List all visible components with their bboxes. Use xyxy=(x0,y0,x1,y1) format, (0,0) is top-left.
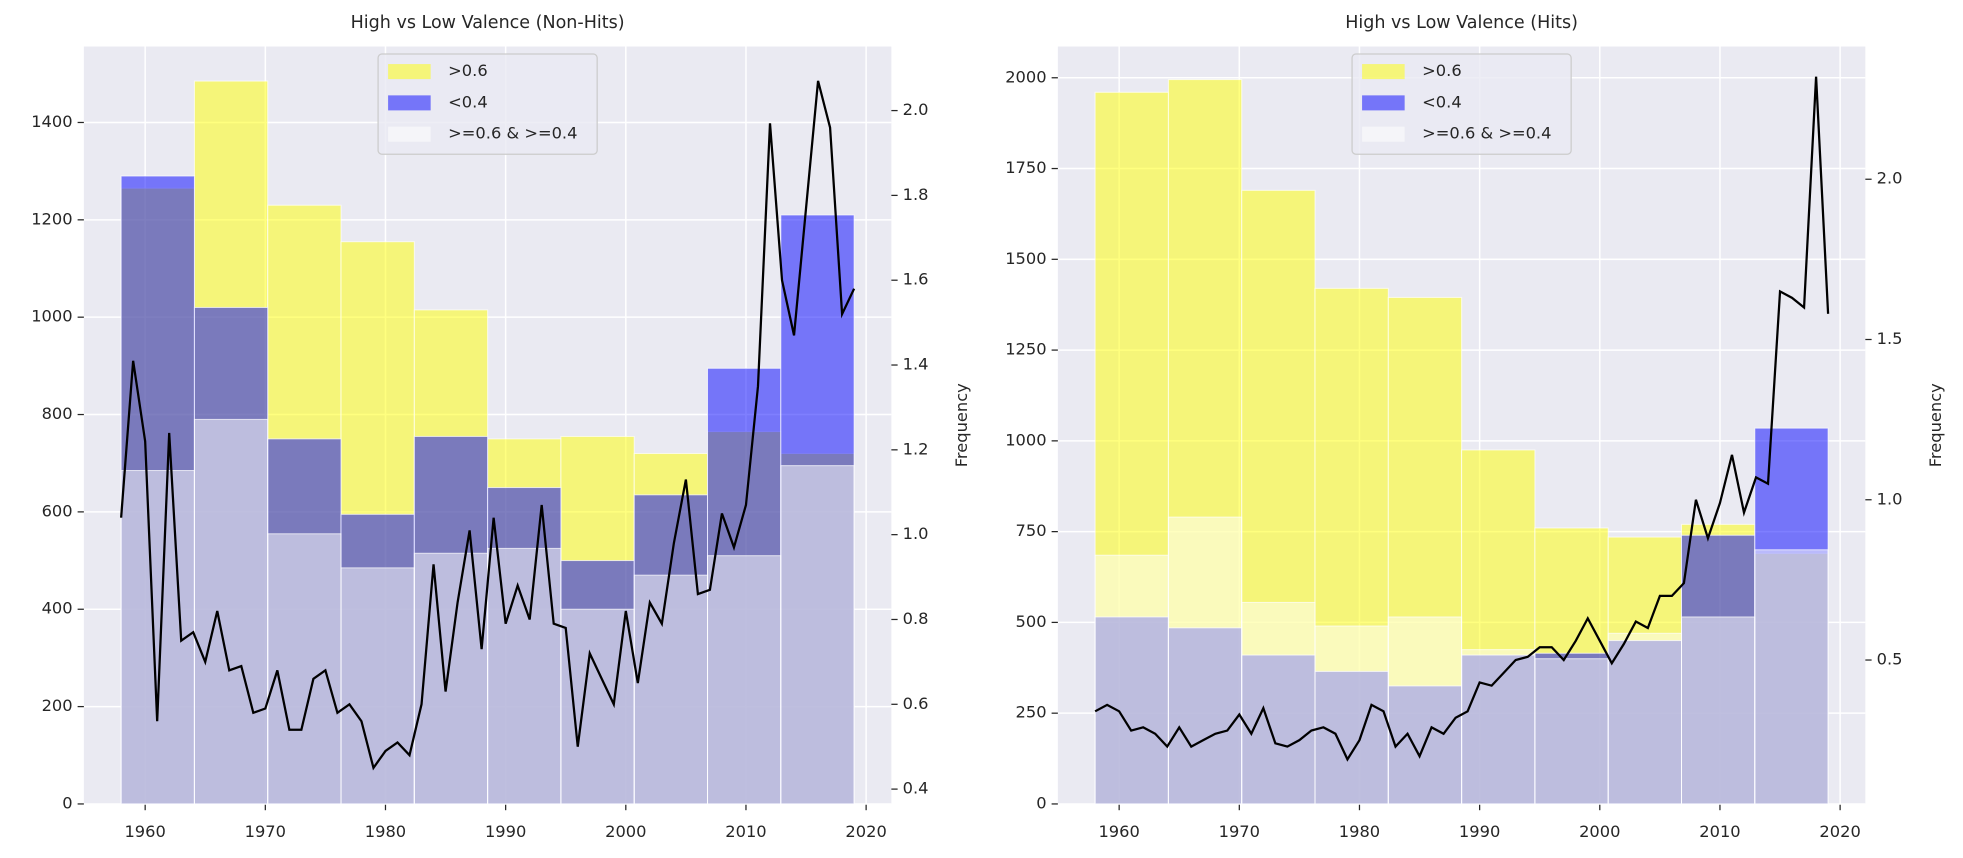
legend-box xyxy=(377,53,598,155)
histogram-bar xyxy=(1754,549,1829,805)
histogram-bar xyxy=(1681,616,1756,805)
y2-tick-label: 0.8 xyxy=(903,609,929,628)
y-tick-label: 1400 xyxy=(31,112,72,131)
x-tick-label: 1970 xyxy=(245,822,286,841)
legend-swatch xyxy=(1362,126,1405,142)
x-tick-label: 2020 xyxy=(1819,822,1860,841)
legend-box xyxy=(1351,53,1572,155)
histogram-bar xyxy=(1387,616,1463,805)
y-tick-label: 800 xyxy=(42,404,73,423)
x-tick-label: 2010 xyxy=(725,822,766,841)
chart-title: High vs Low Valence (Non-Hits) xyxy=(351,13,625,33)
line xyxy=(120,80,856,771)
y2-tick-label: 2.0 xyxy=(903,100,929,119)
chart: 1960 1970 1980 1990 2000 2010 2020 0 250 500 750 10… xyxy=(1005,13,1945,841)
chart: 1960 1970 1980 1990 2000 2010 2020 0 200 400 600 80… xyxy=(31,13,971,841)
y2-tick-label: 1.4 xyxy=(903,355,929,374)
y-tick-label: 1750 xyxy=(1005,158,1046,177)
histogram-bar xyxy=(267,533,342,805)
x-tick-label: 2000 xyxy=(1579,822,1620,841)
y2-tick-label: 2.0 xyxy=(1877,169,1903,188)
y2-tick-label: 0.6 xyxy=(903,694,929,713)
x-tick-label: 2000 xyxy=(605,822,646,841)
y-tick-label: 750 xyxy=(1016,521,1047,540)
x-tick-label: 1960 xyxy=(124,822,165,841)
y-tick-label: 1000 xyxy=(1005,430,1046,449)
histogram-bar xyxy=(193,418,269,805)
y2-tick-label: 0.4 xyxy=(903,779,929,798)
y-tick-label: 600 xyxy=(42,501,73,520)
histogram-bar xyxy=(1094,554,1169,805)
histogram-bar xyxy=(340,567,415,805)
legend-swatch xyxy=(388,64,431,80)
x-tick-label: 1970 xyxy=(1219,822,1260,841)
legend-swatch xyxy=(1362,64,1405,80)
x-tick-label: 1990 xyxy=(485,822,526,841)
legend-label: >=0.6 & >=0.4 xyxy=(1422,124,1551,143)
y-tick-label: 2000 xyxy=(1005,67,1046,86)
y-tick-label: 1000 xyxy=(31,307,72,326)
legend-swatch xyxy=(1362,95,1405,111)
y2-tick-label: 1.0 xyxy=(1877,489,1903,508)
y2-tick-label: 0.5 xyxy=(1877,650,1903,669)
x-tick-label: 1980 xyxy=(365,822,406,841)
y-tick-label: 0 xyxy=(1036,793,1046,812)
legend-label: <0.4 xyxy=(1422,92,1462,111)
legend-label: >0.6 xyxy=(1422,61,1462,80)
histogram-bar xyxy=(120,470,195,805)
y-tick-label: 1500 xyxy=(1005,249,1046,268)
y2-axis-label: Frequency xyxy=(952,383,971,467)
histogram-bar xyxy=(707,555,782,805)
histogram-bar xyxy=(1314,625,1389,805)
line xyxy=(1094,76,1830,762)
y-tick-label: 400 xyxy=(42,599,73,618)
x-tick-label: 1980 xyxy=(1339,822,1380,841)
histogram-bar xyxy=(1534,658,1609,805)
y2-tick-label: 1.6 xyxy=(903,270,929,289)
histogram-bar xyxy=(1241,601,1316,805)
histogram-bar xyxy=(487,547,562,805)
y-tick-label: 200 xyxy=(42,696,73,715)
x-tick-label: 2020 xyxy=(845,822,886,841)
y2-tick-label: 1.5 xyxy=(1877,329,1903,348)
y2-tick-label: 1.8 xyxy=(903,185,929,204)
legend-swatch xyxy=(388,95,431,111)
x-tick-label: 2010 xyxy=(1699,822,1740,841)
histogram-bar xyxy=(1167,516,1243,805)
histogram-bar xyxy=(780,465,855,805)
x-tick-label: 1990 xyxy=(1459,822,1500,841)
histogram-bar xyxy=(1461,649,1536,805)
legend-label: >0.6 xyxy=(448,61,488,80)
legend-label: <0.4 xyxy=(448,92,488,111)
y-tick-label: 500 xyxy=(1016,612,1047,631)
y2-axis-label: Frequency xyxy=(1926,383,1945,467)
y2-tick-label: 1.2 xyxy=(903,439,929,458)
y-tick-label: 1200 xyxy=(31,209,72,228)
y-tick-label: 0 xyxy=(62,793,72,812)
histogram-bar xyxy=(1607,632,1683,805)
x-tick-label: 1960 xyxy=(1098,822,1139,841)
legend-swatch xyxy=(388,126,431,142)
y2-tick-label: 1.0 xyxy=(903,524,929,543)
histogram-bar xyxy=(633,574,709,805)
y-tick-label: 250 xyxy=(1016,703,1047,722)
y-tick-label: 1250 xyxy=(1005,340,1046,359)
chart-title: High vs Low Valence (Hits) xyxy=(1345,13,1578,33)
legend-label: >=0.6 & >=0.4 xyxy=(448,124,577,143)
